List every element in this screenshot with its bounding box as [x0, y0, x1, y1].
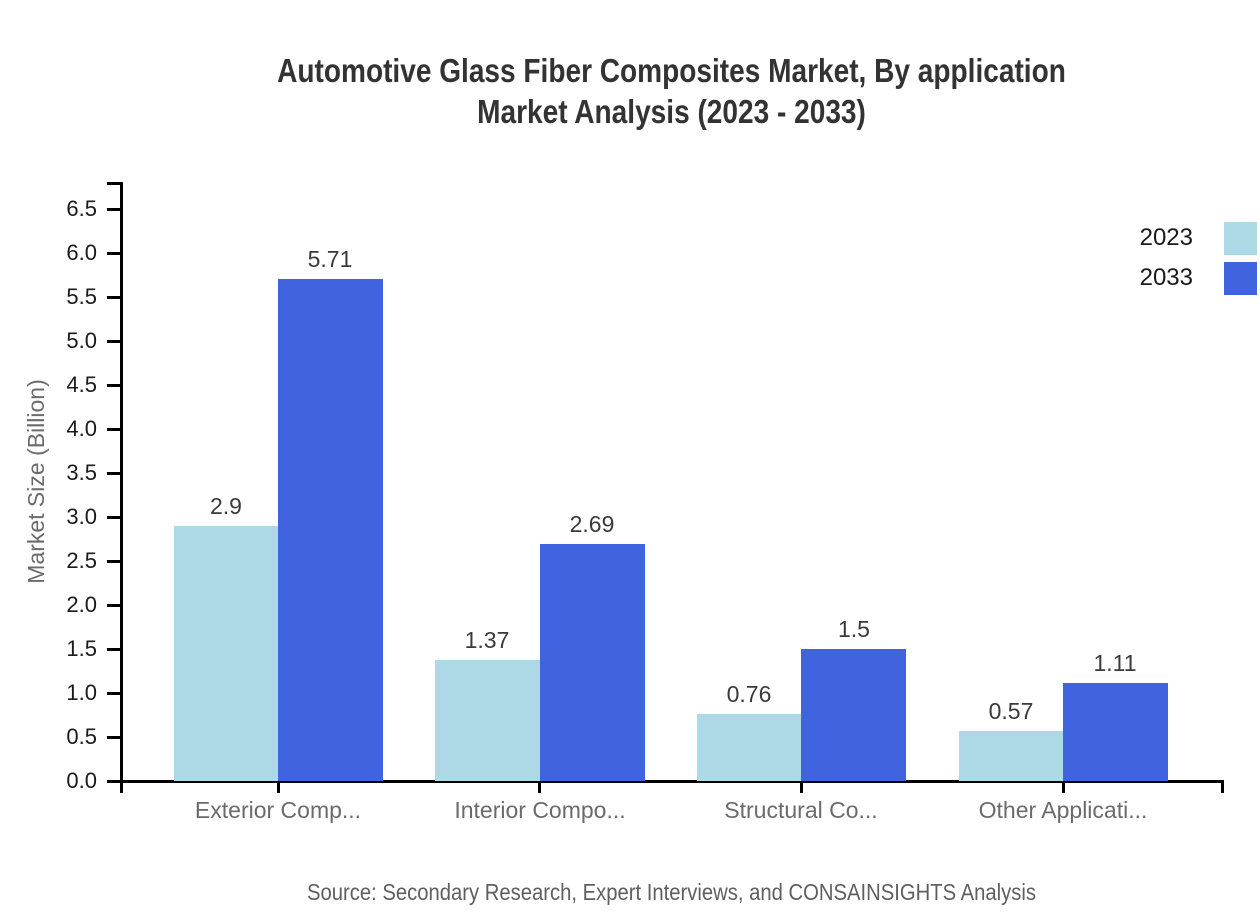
y-tick-label: 6.5 [66, 196, 97, 221]
y-tick [107, 252, 120, 255]
y-tick [107, 604, 120, 607]
bar-value-label: 0.57 [988, 698, 1034, 724]
legend-swatch-2023 [1224, 221, 1257, 255]
y-tick-label: 0.0 [66, 768, 97, 793]
chart-title: Automotive Glass Fiber Composites Market… [121, 50, 1222, 132]
y-tick [107, 296, 120, 299]
bar-2033-1 [278, 279, 383, 781]
bar-value-label: 5.71 [307, 246, 353, 272]
legend-item-2023: 2023 [1040, 221, 1257, 255]
y-tick-label: 1.0 [66, 680, 97, 705]
y-axis-line [120, 182, 123, 784]
chart-title-line-2: Market Analysis (2023 - 2033) [477, 93, 866, 130]
y-tick-label: 5.0 [66, 328, 97, 353]
x-axis-category-label: Interior Compo... [454, 797, 626, 823]
y-tick [107, 560, 120, 563]
y-tick [107, 472, 120, 475]
y-tick [107, 340, 120, 343]
bar-value-label: 0.76 [726, 681, 772, 707]
y-tick-label: 4.0 [66, 416, 97, 441]
y-tick-label: 0.5 [66, 724, 97, 749]
y-tick [107, 692, 120, 695]
x-axis-line [120, 780, 1224, 783]
y-tick-label: 1.5 [66, 636, 97, 661]
y-tick-label: 2.5 [66, 548, 97, 573]
y-tick [107, 780, 120, 783]
bar-value-label: 1.11 [1093, 650, 1137, 676]
y-tick-label: 3.0 [66, 504, 97, 529]
legend-label-2033: 2033 [1139, 264, 1193, 291]
x-axis-category-label: Other Applicati... [978, 797, 1148, 823]
x-tick [277, 783, 280, 793]
bar-2033-2 [540, 544, 645, 781]
bar-2023-4 [959, 731, 1064, 781]
bar-2033-4 [1063, 683, 1168, 781]
y-tick [107, 428, 120, 431]
y-tick-label: 6.0 [66, 240, 97, 265]
y-tick-label: 2.0 [66, 592, 97, 617]
y-tick [107, 208, 120, 211]
bar-2023-1 [174, 526, 279, 781]
y-tick [107, 648, 120, 651]
bar-value-label: 1.37 [464, 627, 510, 653]
x-axis-end-tick [120, 783, 123, 793]
x-tick [1062, 783, 1065, 793]
legend-swatch-2033 [1224, 261, 1257, 295]
bar-2023-2 [435, 660, 540, 781]
x-axis-category-label: Exterior Comp... [194, 797, 362, 823]
y-tick-label: 3.5 [66, 460, 97, 485]
x-tick [800, 783, 803, 793]
bar-2023-3 [697, 714, 802, 781]
x-axis-end-tick [1221, 783, 1224, 793]
y-tick [107, 736, 120, 739]
y-tick-label: 4.5 [66, 372, 97, 397]
bar-value-label: 2.69 [569, 511, 615, 537]
y-tick [107, 384, 120, 387]
chart-title-line-1: Automotive Glass Fiber Composites Market… [277, 52, 1066, 89]
legend-item-2033: 2033 [1040, 261, 1257, 295]
y-axis-end-tick [107, 182, 120, 185]
legend-label-2023: 2023 [1139, 224, 1193, 251]
bar-value-label: 2.9 [210, 493, 242, 519]
source-attribution: Source: Secondary Research, Expert Inter… [307, 879, 1036, 905]
bar-value-label: 1.5 [838, 616, 870, 642]
y-tick-label: 5.5 [66, 284, 97, 309]
x-tick [538, 783, 541, 793]
y-tick [107, 516, 120, 519]
x-axis-category-label: Structural Co... [724, 797, 878, 823]
bar-2033-3 [801, 649, 906, 781]
